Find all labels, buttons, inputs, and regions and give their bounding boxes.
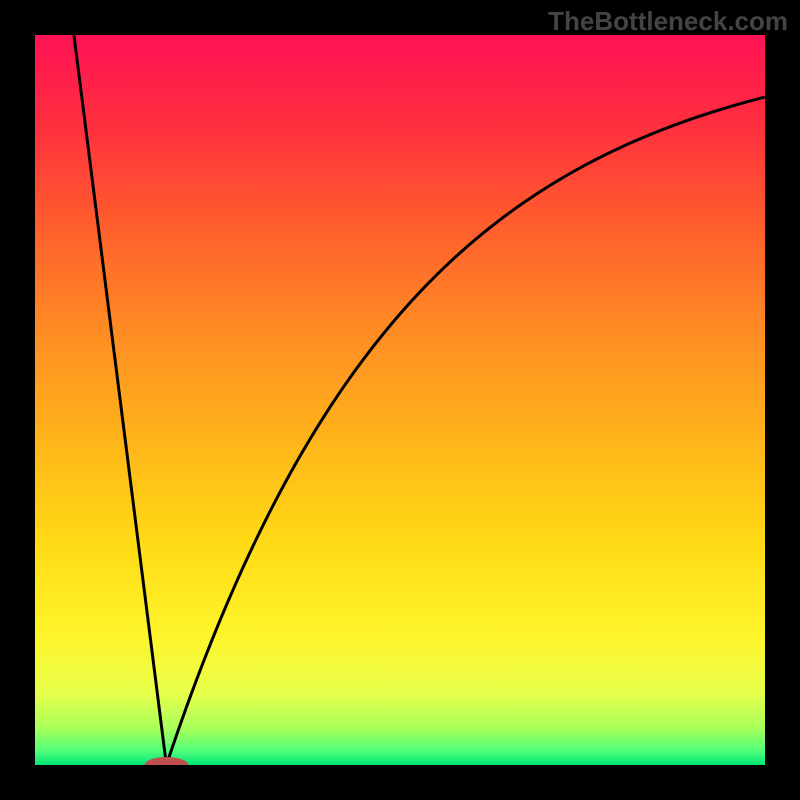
chart-container: TheBottleneck.com bbox=[0, 0, 800, 800]
watermark-text: TheBottleneck.com bbox=[548, 6, 788, 37]
chart-svg bbox=[35, 35, 765, 765]
plot-area bbox=[35, 35, 765, 765]
gradient-background bbox=[35, 35, 765, 765]
